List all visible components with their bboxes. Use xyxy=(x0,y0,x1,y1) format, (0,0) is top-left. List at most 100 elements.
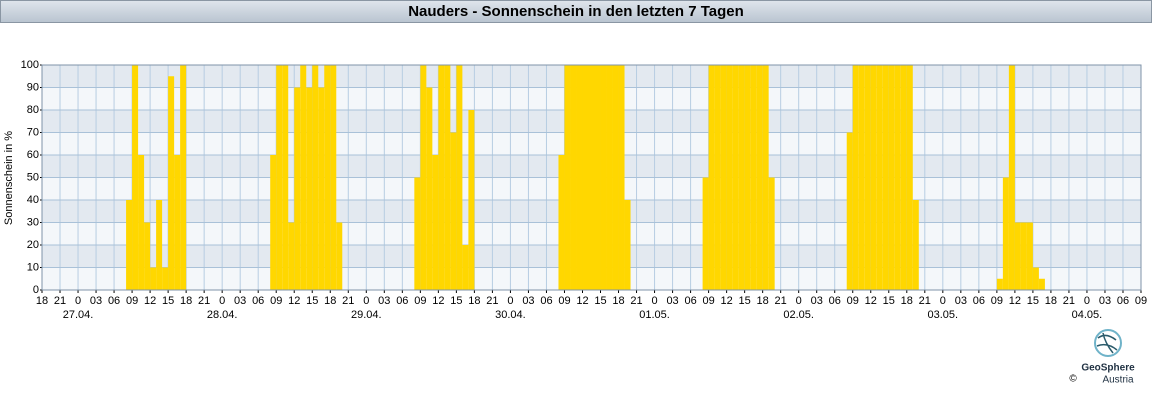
bar xyxy=(1014,222,1021,290)
logo-icon xyxy=(1096,332,1118,354)
x-tick-label: 18 xyxy=(324,295,336,307)
x-tick-label: 03 xyxy=(1099,295,1111,307)
x-tick-label: 0 xyxy=(1084,295,1090,307)
bar xyxy=(312,65,319,290)
bar xyxy=(1038,278,1045,290)
bar xyxy=(864,65,871,290)
logo-sub: Austria xyxy=(1102,375,1134,386)
bar xyxy=(468,110,475,290)
x-tick-label: 18 xyxy=(36,295,48,307)
bar xyxy=(714,65,721,290)
bar xyxy=(318,87,325,290)
x-tick-label: 21 xyxy=(919,295,931,307)
bar xyxy=(138,155,145,290)
bar xyxy=(906,65,913,290)
x-tick-label: 12 xyxy=(720,295,732,307)
x-tick-label: 0 xyxy=(75,295,81,307)
x-tick-label: 21 xyxy=(486,295,498,307)
x-tick-label: 06 xyxy=(540,295,552,307)
date-label: 28.04. xyxy=(207,309,238,321)
x-tick-label: 12 xyxy=(288,295,300,307)
x-tick-label: 09 xyxy=(702,295,714,307)
x-tick-label: 15 xyxy=(450,295,462,307)
x-tick-label: 15 xyxy=(306,295,318,307)
bar xyxy=(150,267,157,290)
bar xyxy=(126,200,133,290)
y-tick-label: 60 xyxy=(27,149,39,161)
plot-border xyxy=(41,64,1142,291)
bar xyxy=(744,65,751,290)
bar xyxy=(858,65,865,290)
bar xyxy=(288,222,295,290)
bar xyxy=(756,65,763,290)
x-tick-label: 06 xyxy=(973,295,985,307)
bar xyxy=(162,267,169,290)
bar xyxy=(750,65,757,290)
bar xyxy=(1002,177,1009,290)
x-tick-label: 18 xyxy=(1045,295,1057,307)
bar xyxy=(768,177,775,290)
bar xyxy=(282,65,289,290)
date-label: 29.04. xyxy=(351,309,382,321)
bar xyxy=(132,65,139,290)
x-tick-label: 18 xyxy=(468,295,480,307)
bar xyxy=(624,200,631,290)
x-tick-label: 03 xyxy=(666,295,678,307)
x-tick-label: 12 xyxy=(144,295,156,307)
logo-name: GeoSphere xyxy=(1081,363,1135,374)
bar xyxy=(576,65,583,290)
bar xyxy=(612,65,619,290)
x-tick-label: 12 xyxy=(1009,295,1021,307)
logo-icon xyxy=(1094,329,1122,357)
y-tick-label: 10 xyxy=(27,261,39,273)
y-tick-label: 20 xyxy=(27,239,39,251)
bar xyxy=(900,65,907,290)
date-label: 02.05. xyxy=(783,309,814,321)
x-tick-label: 06 xyxy=(396,295,408,307)
bar xyxy=(882,65,889,290)
x-tick-label: 15 xyxy=(883,295,895,307)
bar xyxy=(738,65,745,290)
x-tick-label: 0 xyxy=(940,295,946,307)
date-label: 03.05. xyxy=(928,309,959,321)
x-tick-label: 03 xyxy=(90,295,102,307)
x-tick-label: 15 xyxy=(162,295,174,307)
bar xyxy=(294,87,301,290)
bar xyxy=(432,155,439,290)
bar xyxy=(462,245,469,290)
x-tick-label: 21 xyxy=(342,295,354,307)
bar xyxy=(582,65,589,290)
x-tick-label: 09 xyxy=(1135,295,1147,307)
y-tick-label: 80 xyxy=(27,104,39,116)
bar xyxy=(444,65,451,290)
bar xyxy=(324,65,331,290)
bar xyxy=(330,65,337,290)
y-tick-label: 90 xyxy=(27,81,39,93)
y-tick-label: 100 xyxy=(21,59,39,71)
bar xyxy=(912,200,919,290)
y-tick-label: 0 xyxy=(33,284,39,296)
date-label: 27.04. xyxy=(63,309,94,321)
bar xyxy=(762,65,769,290)
x-tick-label: 15 xyxy=(594,295,606,307)
x-tick-label: 0 xyxy=(507,295,513,307)
x-tick-label: 0 xyxy=(219,295,225,307)
bar xyxy=(156,200,163,290)
bar xyxy=(276,65,283,290)
x-tick-label: 09 xyxy=(991,295,1003,307)
x-tick-label: 18 xyxy=(612,295,624,307)
x-tick-label: 15 xyxy=(739,295,751,307)
bar xyxy=(558,155,565,290)
bar xyxy=(594,65,601,290)
bar xyxy=(588,65,595,290)
y-tick-label: 70 xyxy=(27,126,39,138)
bar xyxy=(180,65,187,290)
bar xyxy=(174,155,181,290)
plot-area: 0 10 20 30 40 50 60 70 80 90 100 18 21 0 03 06 09 12 15 18 2… xyxy=(21,59,1147,321)
x-tick-label: 12 xyxy=(865,295,877,307)
bar xyxy=(336,222,343,290)
bar xyxy=(876,65,883,290)
bar xyxy=(852,65,859,290)
x-tick-label: 12 xyxy=(432,295,444,307)
